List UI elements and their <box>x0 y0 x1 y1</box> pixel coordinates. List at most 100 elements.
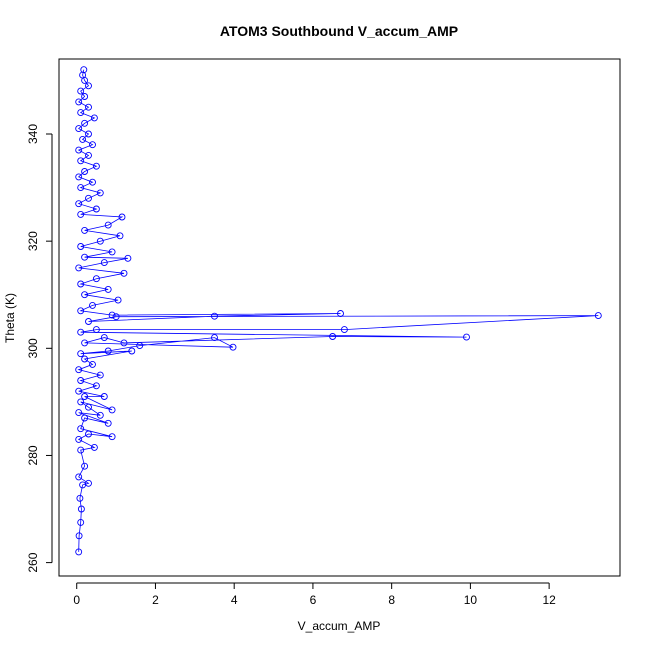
data-point <box>340 326 348 334</box>
data-point <box>77 425 85 433</box>
data-point <box>81 253 89 261</box>
x-tick-label: 2 <box>152 593 159 607</box>
y-axis-label: Theta (K) <box>3 293 17 343</box>
data-point <box>85 130 92 138</box>
data-point <box>229 343 237 351</box>
data-point <box>463 333 470 341</box>
data-point <box>594 312 602 320</box>
data-point <box>92 162 100 170</box>
data-point <box>96 371 104 379</box>
data-point <box>77 518 85 526</box>
data-point <box>104 221 112 229</box>
data-point <box>96 237 104 245</box>
data-point <box>77 446 85 454</box>
data-point <box>75 200 83 208</box>
x-tick-label: 12 <box>542 593 556 607</box>
x-tick-label: 6 <box>310 593 317 607</box>
data-point <box>75 409 83 417</box>
x-axis-label: V_accum_AMP <box>298 619 381 633</box>
data-point <box>77 377 85 384</box>
y-tick-label: 300 <box>26 338 40 358</box>
plot-area <box>75 66 602 556</box>
data-point <box>114 296 122 304</box>
data-point <box>85 430 92 438</box>
data-point <box>76 494 84 502</box>
data-point <box>75 435 83 443</box>
data-point <box>104 347 112 355</box>
x-tick-label: 10 <box>464 593 478 607</box>
data-point <box>96 411 104 419</box>
data-point <box>108 248 116 256</box>
data-point <box>85 103 92 111</box>
data-point <box>85 318 92 325</box>
chart-title: ATOM3 Southbound V_accum_AMP <box>220 23 458 39</box>
data-point <box>89 141 96 149</box>
x-tick-label: 4 <box>231 593 238 607</box>
data-point <box>92 326 100 334</box>
data-point <box>100 393 108 400</box>
x-tick-label: 0 <box>73 593 80 607</box>
data-point <box>77 350 85 358</box>
data-point <box>96 189 104 197</box>
data-point <box>89 360 96 368</box>
data-point <box>81 226 89 234</box>
data-point <box>89 178 96 186</box>
data-point <box>81 119 89 127</box>
data-point <box>100 259 108 267</box>
data-point <box>118 213 126 221</box>
data-point <box>104 285 112 293</box>
data-point <box>85 151 92 159</box>
y-axis: 260 280 300 320 340 <box>26 124 53 573</box>
data-point <box>77 398 85 406</box>
data-point <box>75 264 83 272</box>
data-point <box>77 307 85 315</box>
data-point <box>80 66 88 74</box>
data-point <box>77 243 85 250</box>
data-point <box>75 173 83 181</box>
data-point <box>211 312 218 320</box>
data-point <box>79 135 87 143</box>
x-axis: 0 2 4 6 8 10 12 <box>73 582 556 607</box>
data-point <box>77 505 85 513</box>
data-point <box>104 419 112 427</box>
x-tick-label: 8 <box>388 593 395 607</box>
plot-frame <box>58 58 621 577</box>
data-point <box>81 414 89 422</box>
data-point <box>100 334 108 342</box>
data-point <box>108 311 116 319</box>
data-point <box>90 114 98 122</box>
data-point <box>81 393 89 400</box>
data-point <box>75 548 83 556</box>
data-point <box>77 109 85 117</box>
data-point <box>92 275 100 283</box>
series-line <box>77 69 599 552</box>
y-tick-label: 260 <box>26 552 40 572</box>
data-point <box>81 168 89 175</box>
data-point <box>75 146 83 154</box>
data-point <box>75 387 83 395</box>
data-point <box>128 347 136 355</box>
data-point <box>85 82 92 90</box>
y-tick-label: 340 <box>26 124 40 144</box>
data-point <box>211 334 218 342</box>
data-point <box>77 157 85 165</box>
data-point <box>329 333 337 340</box>
y-tick-label: 280 <box>26 445 40 465</box>
data-point <box>81 93 89 100</box>
data-point <box>75 366 83 374</box>
data-point <box>92 205 100 213</box>
data-point <box>337 310 344 317</box>
data-point <box>89 301 96 309</box>
data-point <box>85 403 92 411</box>
data-point <box>77 280 85 288</box>
data-point <box>120 269 128 277</box>
data-point <box>85 194 92 202</box>
data-point <box>108 433 116 441</box>
y-tick-label: 320 <box>26 231 40 251</box>
data-point <box>112 313 120 321</box>
data-point <box>75 98 83 106</box>
data-point <box>136 342 144 350</box>
data-point <box>77 210 85 218</box>
